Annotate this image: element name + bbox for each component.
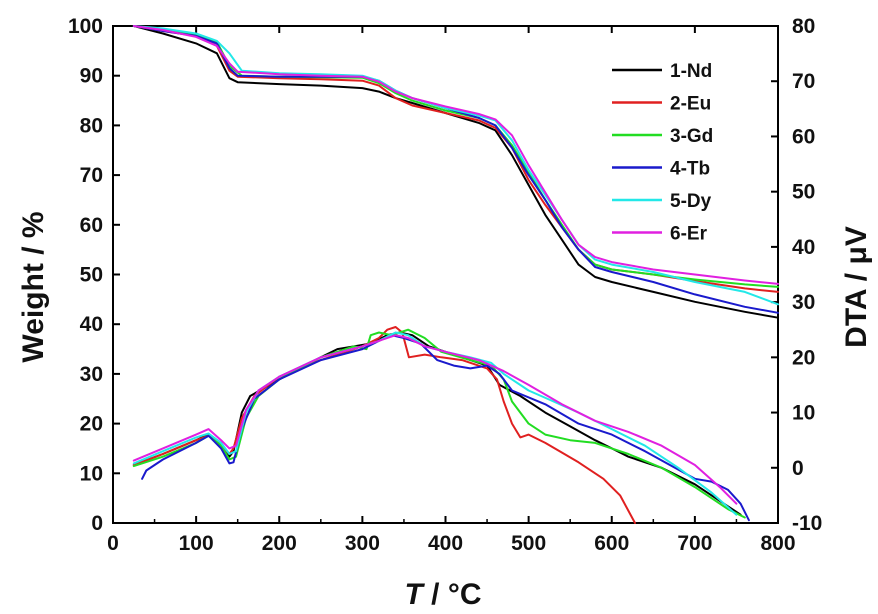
y-left-tick-label: 0	[91, 512, 103, 535]
y-right-tick-label: 80	[792, 15, 815, 38]
x-tick-label: 800	[760, 532, 795, 555]
y-left-tick-label: 100	[68, 15, 103, 38]
y-right-tick-label: 10	[792, 402, 815, 425]
x-tick-label: 700	[677, 532, 712, 555]
legend-label-5-dy: 5-Dy	[670, 191, 712, 212]
legend-label-1-nd: 1-Nd	[670, 61, 712, 82]
legend: 1-Nd 2-Eu 3-Gd 4-Tb 5-Dy 6-Er	[612, 61, 713, 245]
x-tick-label: 200	[262, 532, 297, 555]
y-left-tick-label: 20	[80, 413, 103, 436]
y-left-tick-label: 50	[80, 264, 103, 287]
x-tick-label: 400	[428, 532, 463, 555]
y-right-tick-label: 70	[792, 70, 815, 93]
x-tick-label: 100	[179, 532, 214, 555]
y-right-tick-label: 40	[792, 236, 815, 259]
y-right-tick-label: 0	[792, 457, 804, 480]
x-axis-title-italic: T	[405, 578, 426, 611]
x-tick-label: 500	[511, 532, 546, 555]
series-lines	[132, 25, 779, 524]
dta-line-6-er	[132, 334, 738, 505]
ticks: 0 100 200 300 400 500 600 700 800010203040506070…	[68, 15, 822, 555]
y-left-tick-label: 80	[80, 114, 103, 137]
legend-label-4-tb: 4-Tb	[670, 159, 710, 180]
y-right-tick-label: 60	[792, 125, 815, 148]
tg-line-1-nd	[132, 25, 779, 319]
legend-label-2-eu: 2-Eu	[670, 94, 711, 115]
y-left-tick-label: 40	[80, 313, 103, 336]
dta-line-5-dy	[132, 331, 738, 516]
x-tick-label: 600	[594, 532, 629, 555]
y-left-tick-label: 30	[80, 363, 103, 386]
dta-line-4-tb	[141, 334, 750, 522]
legend-label-6-er: 6-Er	[670, 224, 708, 245]
y-right-tick-label: 50	[792, 181, 815, 204]
y-right-tick-label: 30	[792, 291, 815, 314]
y-right-tick-label: 20	[792, 346, 815, 369]
tg-line-4-tb	[132, 25, 779, 314]
y-left-tick-label: 60	[80, 214, 103, 237]
x-tick-label: 0	[107, 532, 119, 555]
y-axis-right-title: DTA / μV	[840, 226, 873, 348]
y-right-tick-label: -10	[792, 512, 822, 535]
tg-line-5-dy	[132, 25, 779, 306]
legend-label-3-gd: 3-Gd	[670, 126, 713, 147]
y-axis-left-title: Weight / %	[17, 211, 50, 362]
x-axis-title-unit: / °C	[423, 578, 482, 611]
tg-line-3-gd	[132, 25, 779, 288]
tg-line-6-er	[132, 25, 779, 285]
y-left-tick-label: 90	[80, 65, 103, 88]
x-axis-title: T / °C	[405, 578, 482, 611]
dta-line-2-eu	[132, 326, 636, 524]
x-tick-label: 300	[345, 532, 380, 555]
y-left-tick-label: 70	[80, 164, 103, 187]
y-left-tick-label: 10	[80, 462, 103, 485]
